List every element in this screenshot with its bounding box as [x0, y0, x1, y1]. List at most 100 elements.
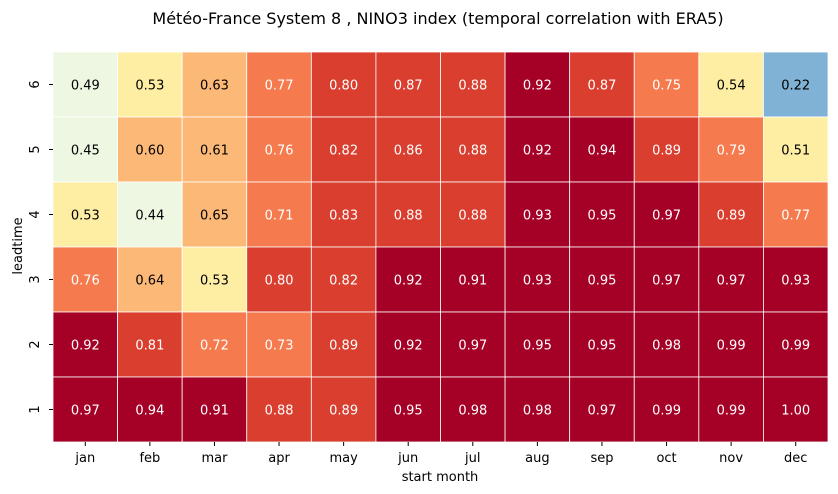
cell-value-label: 0.64 [135, 274, 164, 289]
cell-value-label: 0.60 [135, 144, 164, 159]
heatmap-cell [375, 311, 441, 378]
heatmap-cell [440, 116, 506, 183]
y-tick-label: 2 [28, 340, 43, 348]
cell-value-label: 0.93 [781, 274, 810, 289]
x-tick-label: sep [590, 451, 613, 466]
x-tick-label: feb [139, 451, 160, 466]
cell-value-label: 0.95 [587, 339, 616, 354]
heatmap-cell [310, 181, 377, 248]
cell-value-label: 0.61 [200, 144, 229, 159]
cell-value-label: 0.89 [717, 209, 746, 224]
cell-value-label: 0.72 [200, 339, 229, 354]
y-tick-label: 6 [28, 80, 43, 88]
cell-value-label: 0.79 [717, 144, 746, 159]
y-tick-label: 4 [28, 210, 43, 218]
heatmap-cell [52, 376, 118, 443]
heatmap-cell [504, 376, 571, 443]
cell-value-label: 0.94 [135, 404, 164, 419]
x-tick-label: jan [74, 451, 95, 466]
cell-value-label: 0.91 [458, 274, 487, 289]
cell-value-label: 0.87 [394, 79, 423, 94]
cell-value-label: 0.53 [200, 274, 229, 289]
cell-value-label: 0.91 [200, 404, 229, 419]
cell-value-label: 0.95 [587, 274, 616, 289]
cell-value-label: 0.86 [394, 144, 423, 159]
heatmap-cell [246, 181, 312, 248]
y-axis-label: leadtime [11, 217, 26, 274]
cell-value-label: 0.92 [394, 339, 423, 354]
cell-value-label: 0.93 [523, 274, 552, 289]
heatmap-cell [763, 376, 829, 443]
cell-value-label: 0.80 [329, 79, 358, 94]
cell-value-label: 0.99 [717, 339, 746, 354]
heatmap-cell [698, 181, 764, 248]
cell-value-label: 0.88 [265, 404, 294, 419]
cell-value-label: 0.44 [135, 209, 164, 224]
cell-value-label: 0.77 [265, 79, 294, 94]
heatmap-cell [504, 311, 571, 378]
heatmap-cell [117, 116, 183, 183]
cell-value-label: 0.88 [458, 79, 487, 94]
cell-value-label: 0.93 [523, 209, 552, 224]
x-tick-label: aug [525, 451, 549, 466]
heatmap-cell [698, 116, 764, 183]
heatmap-cell [375, 376, 441, 443]
cell-value-label: 0.94 [587, 144, 616, 159]
cell-value-label: 0.22 [781, 79, 810, 94]
cell-value-label: 0.97 [587, 404, 616, 419]
heatmap-cell [569, 246, 635, 313]
heatmap-cell [375, 51, 441, 118]
cell-value-label: 0.81 [135, 339, 164, 354]
heatmap-cell [440, 311, 506, 378]
y-tick-label: 1 [28, 405, 43, 413]
heatmap-cell [52, 116, 118, 183]
cell-value-label: 0.80 [265, 274, 294, 289]
cell-value-label: 0.53 [135, 79, 164, 94]
heatmap-cell [52, 246, 118, 313]
y-tick-label: 3 [28, 275, 43, 283]
cell-value-label: 0.97 [71, 404, 100, 419]
cell-value-label: 0.92 [71, 339, 100, 354]
cell-value-label: 0.83 [329, 209, 358, 224]
cell-value-label: 0.89 [652, 144, 681, 159]
cell-value-label: 0.88 [394, 209, 423, 224]
cell-value-label: 0.63 [200, 79, 229, 94]
cell-value-label: 0.82 [329, 274, 358, 289]
heatmap-cell [52, 181, 118, 248]
cell-value-label: 0.97 [458, 339, 487, 354]
cell-value-label: 0.89 [329, 404, 358, 419]
x-tick-label: jul [464, 451, 480, 466]
cell-value-label: 0.98 [523, 404, 552, 419]
cell-value-label: 0.65 [200, 209, 229, 224]
heatmap-cell [375, 246, 441, 313]
cell-value-label: 0.88 [458, 144, 487, 159]
cell-value-label: 0.49 [71, 79, 100, 94]
heatmap-cell [569, 116, 635, 183]
heatmap-cell [698, 246, 764, 313]
heatmap-cell [246, 51, 312, 118]
heatmap-cell [504, 51, 571, 118]
cell-value-label: 0.98 [652, 339, 681, 354]
cell-value-label: 0.88 [458, 209, 487, 224]
cell-value-label: 0.99 [781, 339, 810, 354]
heatmap-cell [117, 311, 183, 378]
heatmap-cell [181, 246, 248, 313]
x-tick-label: mar [201, 451, 228, 466]
x-axis-label: start month [402, 470, 479, 485]
heatmap-cell [633, 116, 700, 183]
heatmap-cell [440, 181, 506, 248]
cell-value-label: 0.97 [652, 274, 681, 289]
heatmap-cell [763, 51, 829, 118]
cell-value-label: 0.99 [717, 404, 746, 419]
cell-value-label: 0.82 [329, 144, 358, 159]
heatmap-cell [246, 376, 312, 443]
cell-value-label: 0.75 [652, 79, 681, 94]
heatmap-cell [52, 311, 118, 378]
heatmap-cell [440, 376, 506, 443]
x-tick-label: may [329, 451, 358, 466]
heatmap-cell [310, 116, 377, 183]
cell-value-label: 0.71 [265, 209, 294, 224]
cell-value-label: 0.54 [717, 79, 746, 94]
cell-value-label: 0.76 [265, 144, 294, 159]
